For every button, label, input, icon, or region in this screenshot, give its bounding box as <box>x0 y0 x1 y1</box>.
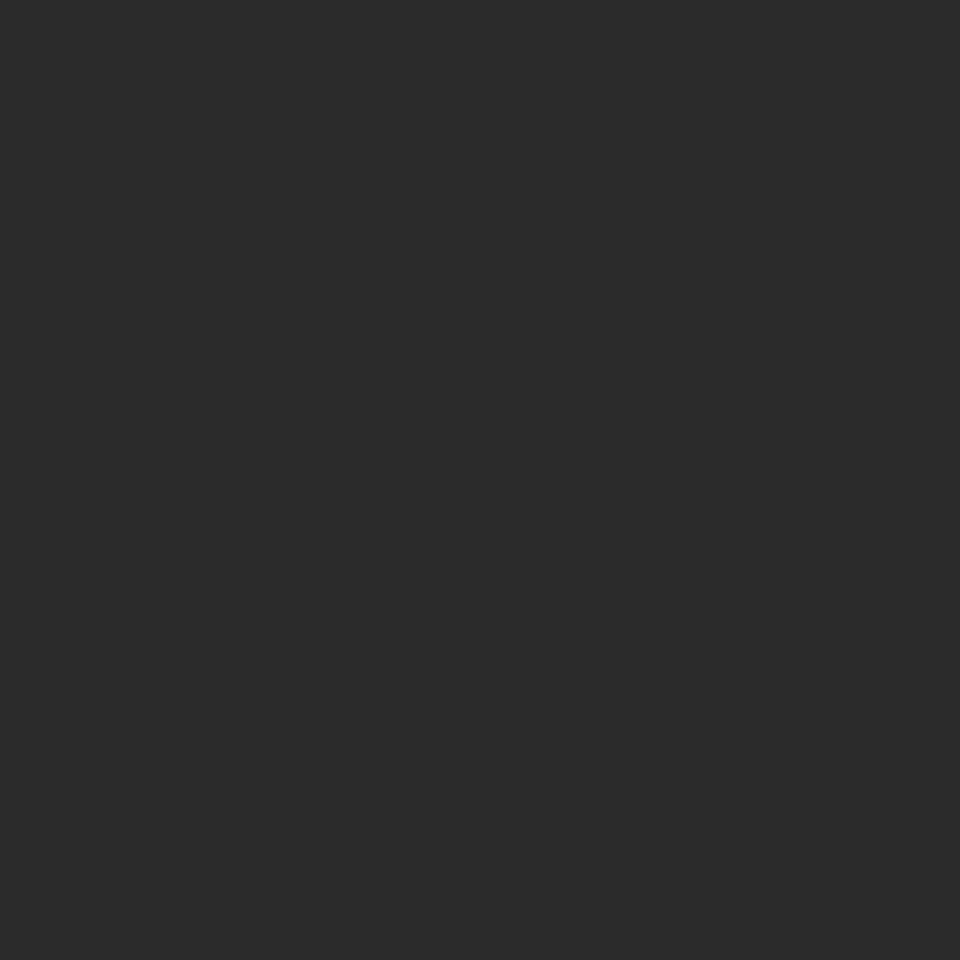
volume-chart-svg <box>62 652 947 852</box>
price-chart-svg <box>62 46 947 580</box>
bottom-legend-swatch-40 <box>362 900 387 925</box>
top-legend-swatch-50 <box>719 30 741 33</box>
bottom-legend <box>0 900 960 925</box>
bottom-legend-swatch-60 <box>542 900 567 925</box>
bottom-legend-swatch-45 <box>422 900 447 925</box>
bottom-legend-item-40 <box>362 900 396 925</box>
bottom-legend-item-45 <box>422 900 456 925</box>
price-chart-panel <box>62 46 947 580</box>
bottom-legend-swatch-50 <box>482 900 507 925</box>
top-legend-swatch-45 <box>679 30 701 33</box>
bottom-legend-item-60 <box>542 900 576 925</box>
volume-chart-panel <box>62 652 947 852</box>
bottom-legend-item-50 <box>482 900 516 925</box>
top-legend-swatch-40 <box>639 30 661 33</box>
top-legend-swatch-60 <box>759 30 781 33</box>
top-legend <box>630 30 792 33</box>
